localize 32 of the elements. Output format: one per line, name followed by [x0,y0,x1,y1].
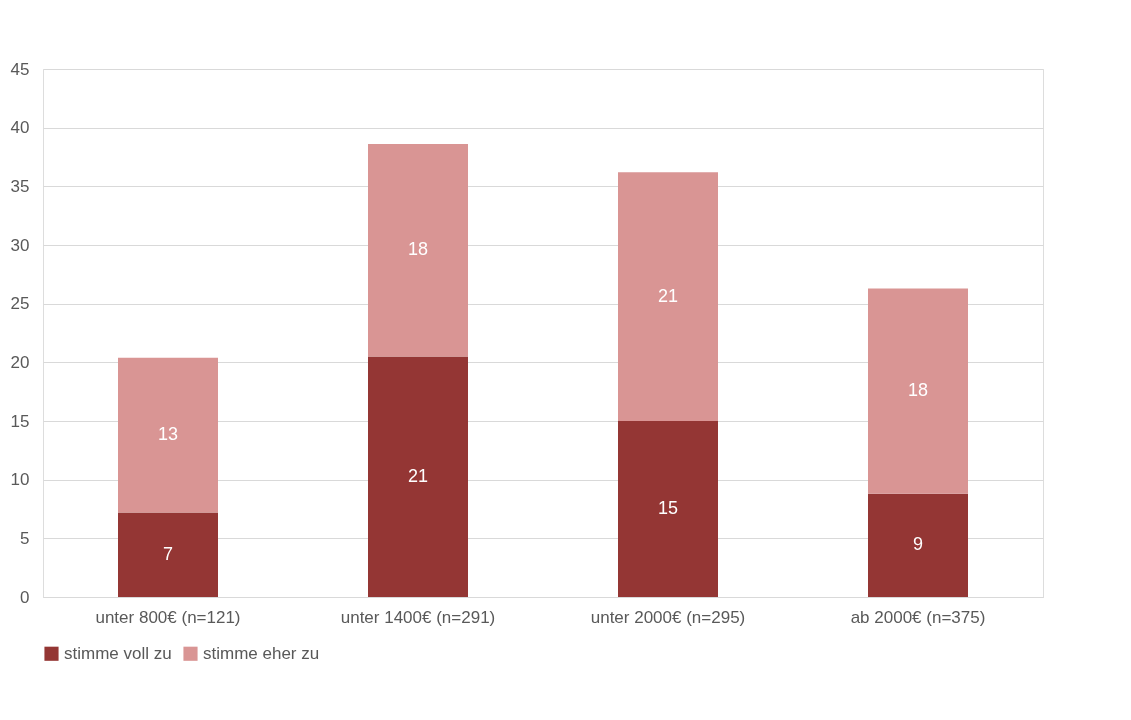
legend-label: stimme eher zu [203,643,320,663]
bar [868,288,968,494]
data-label: 9 [912,534,924,555]
y-tick-label: 40 [10,118,30,138]
y-tick-label: 5 [20,528,30,548]
data-label: 18 [907,380,929,401]
bar [618,172,718,421]
data-label: 7 [162,543,174,564]
y-tick-label: 35 [10,176,30,196]
y-tick-label: 25 [10,294,30,314]
x-tick-label: unter 800€ (n=121) [95,607,241,627]
bar [118,357,218,513]
y-tick-label: 0 [20,587,30,607]
y-tick-label: 15 [10,411,30,431]
data-label: 18 [407,239,429,260]
bar [118,512,218,597]
y-tick-label: 20 [10,352,30,372]
bar [368,144,468,357]
y-tick-label: 30 [10,235,30,255]
y-tick-label: 10 [10,470,30,490]
data-label: 13 [157,424,179,445]
bar [368,356,468,597]
bar [868,493,968,597]
legend-label: stimme voll zu [64,643,172,663]
data-label: 15 [657,498,679,518]
x-tick-label: unter 1400€ (n=291) [340,607,496,627]
x-tick-label: ab 2000€ (n=375) [850,607,986,627]
data-label: 21 [657,285,679,306]
y-tick-label: 45 [10,59,30,79]
x-tick-label: unter 2000€ (n=295) [590,607,746,627]
bar [618,421,718,597]
data-label: 21 [407,465,429,486]
